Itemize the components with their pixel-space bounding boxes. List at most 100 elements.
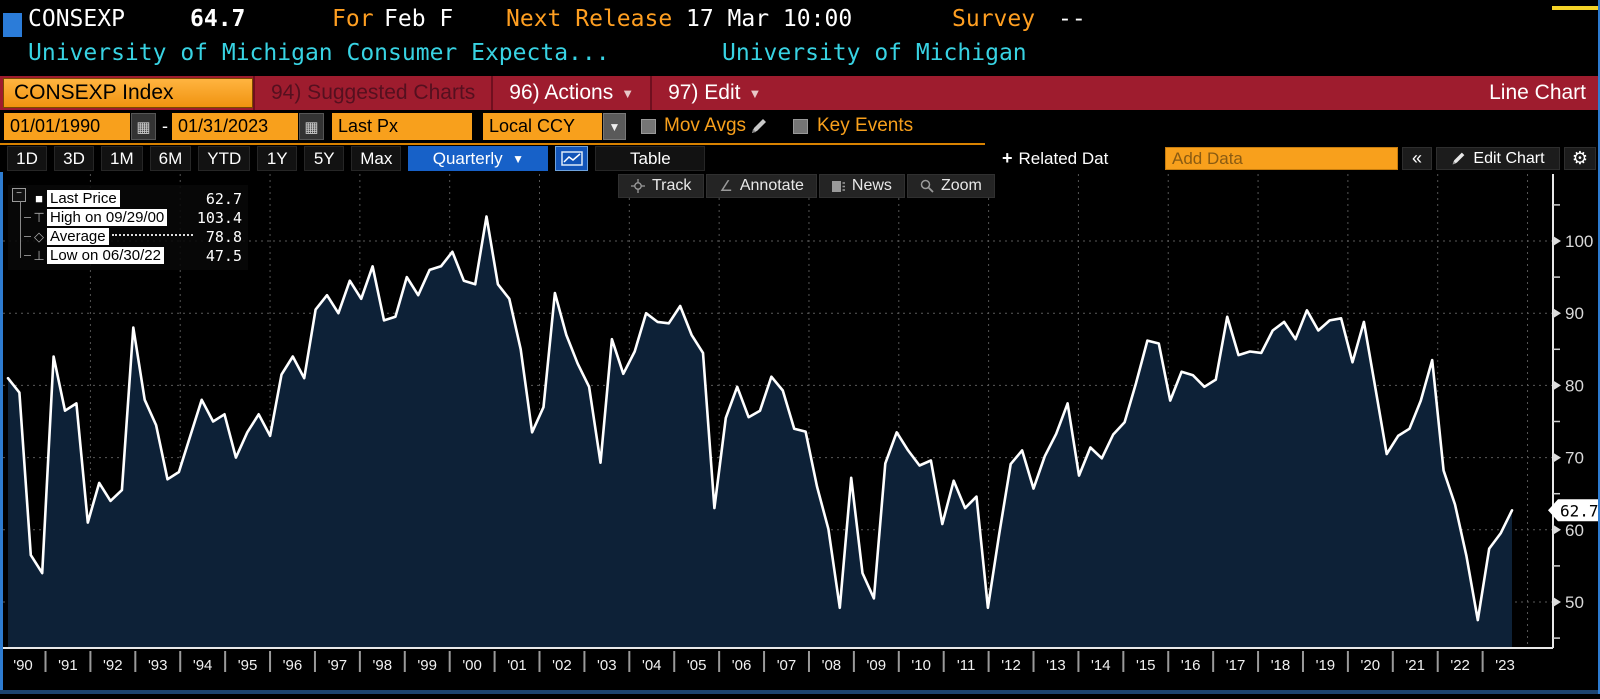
chart-legend[interactable]: − ■ Last Price 62.7 ⊤ High on 09/29/00 103.4 ◇… xyxy=(8,185,248,270)
x-axis-label: '92 xyxy=(103,657,123,674)
period-tabs: 1D 3D 1M 6M YTD 1Y 5Y Max Quarterly ▼ Table xyxy=(0,146,706,171)
average-marker-icon: ◇ xyxy=(34,228,44,244)
line-chart-icon xyxy=(561,151,583,166)
area-fill xyxy=(8,216,1512,648)
x-axis-label: '19 xyxy=(1316,657,1336,674)
actions-label: 96) Actions xyxy=(509,81,614,104)
end-date-input[interactable] xyxy=(172,113,298,140)
annotate-label: Annotate xyxy=(739,177,804,194)
security-field[interactable]: CONSEXP Index xyxy=(3,78,253,108)
x-axis-label: '90 xyxy=(13,657,33,674)
x-axis-label: '99 xyxy=(417,657,437,674)
calendar-icon[interactable]: ▦ xyxy=(131,113,156,140)
key-events-checkbox[interactable] xyxy=(793,119,808,134)
chart-toolbar-row: 1D 3D 1M 6M YTD 1Y 5Y Max Quarterly ▼ Table + Rela… xyxy=(0,145,1600,172)
y-axis-label: 50 xyxy=(1565,593,1584,612)
period-tab-6m[interactable]: 6M xyxy=(149,146,192,171)
price-line[interactable] xyxy=(6,215,1514,622)
window-right-border xyxy=(1598,0,1600,694)
chart-tools: Track ∠ Annotate News Zoom xyxy=(618,174,995,198)
plot-left-border xyxy=(0,172,3,690)
x-axis-label: '22 xyxy=(1450,657,1470,674)
for-value: Feb F xyxy=(384,6,454,32)
x-axis-label: '94 xyxy=(193,657,213,674)
news-label: News xyxy=(851,177,892,194)
period-tab-5y[interactable]: 5Y xyxy=(304,146,345,171)
period-tab-3d[interactable]: 3D xyxy=(54,146,94,171)
pencil-icon[interactable] xyxy=(750,117,768,135)
date-range-dash: - xyxy=(162,116,168,136)
legend-value: 62.7 xyxy=(205,189,242,208)
table-button[interactable]: Table xyxy=(595,146,706,171)
zoom-label: Zoom xyxy=(940,177,982,194)
y-axis-label: 80 xyxy=(1565,376,1584,395)
suggested-charts-menu[interactable]: 94) Suggested Charts xyxy=(253,76,491,110)
x-axis-label: '08 xyxy=(822,657,842,674)
x-axis-label: '17 xyxy=(1226,657,1246,674)
y-axis-label: 60 xyxy=(1565,521,1584,540)
collapse-button[interactable]: « xyxy=(1402,147,1432,170)
x-axis-label: '03 xyxy=(597,657,617,674)
x-axis-label: '16 xyxy=(1181,657,1201,674)
x-axis-label: '18 xyxy=(1271,657,1291,674)
y-axis-label: 70 xyxy=(1565,449,1584,468)
currency-input[interactable] xyxy=(483,113,602,140)
security-color-square xyxy=(3,13,22,37)
legend-item-high[interactable]: ⊤ High on 09/29/00 103.4 xyxy=(12,208,242,227)
y-tick-arrow xyxy=(1553,308,1561,319)
security-source: University of Michigan xyxy=(722,40,1027,66)
related-data-label: Related Dat xyxy=(1018,149,1109,168)
chart-area[interactable]: 50 60 70 80 90 100 '90 '91 '92 '93 '94 '95 '96 '97 '98… xyxy=(0,172,1600,694)
legend-item-average[interactable]: ◇ Average 78.8 xyxy=(12,227,242,246)
related-data-button[interactable]: + Related Dat xyxy=(1002,148,1108,169)
mov-avgs-checkbox[interactable] xyxy=(641,119,656,134)
period-tab-ytd[interactable]: YTD xyxy=(198,146,251,171)
period-tab-1d[interactable]: 1D xyxy=(7,146,47,171)
actions-menu[interactable]: 96) Actions ▼ xyxy=(491,76,650,110)
period-tab-max[interactable]: Max xyxy=(351,146,402,171)
price-chart[interactable]: 50 60 70 80 90 100 '90 '91 '92 '93 '94 '95 '96 '97 '98… xyxy=(0,172,1600,694)
chart-type-label: Line Chart xyxy=(1489,81,1586,104)
add-data-input[interactable] xyxy=(1165,147,1398,170)
annotate-button[interactable]: ∠ Annotate xyxy=(706,174,817,198)
zoom-button[interactable]: Zoom xyxy=(906,174,995,198)
x-axis-label: '09 xyxy=(867,657,887,674)
y-tick-arrow xyxy=(1553,524,1561,535)
x-axis-label: '23 xyxy=(1495,657,1515,674)
legend-tree-line xyxy=(20,201,21,258)
period-tab-1y[interactable]: 1Y xyxy=(257,146,298,171)
edit-menu[interactable]: 97) Edit ▼ xyxy=(650,76,777,110)
period-tab-1m[interactable]: 1M xyxy=(101,146,143,171)
key-events-label: Key Events xyxy=(817,115,914,136)
legend-leader xyxy=(111,233,193,236)
edit-label: 97) Edit xyxy=(668,81,741,104)
last-price-badge xyxy=(1548,499,1600,522)
news-icon xyxy=(831,180,845,193)
currency-dropdown-arrow[interactable]: ▼ xyxy=(603,113,626,140)
security-description: University of Michigan Consumer Expecta.… xyxy=(28,40,610,66)
chart-controls-row: ▦ - ▦ ▼ Mov Avgs Key Events xyxy=(0,110,1600,145)
legend-item-low[interactable]: ⊥ Low on 06/30/22 47.5 xyxy=(12,246,242,265)
legend-collapse-icon[interactable]: − xyxy=(12,188,26,202)
security-header: CONSEXP 64.7 For Feb F Next Release 17 M… xyxy=(0,6,1600,38)
zoom-icon xyxy=(920,179,934,193)
security-description-row: University of Michigan Consumer Expecta.… xyxy=(0,40,1600,72)
track-button[interactable]: Track xyxy=(618,174,705,198)
start-date-input[interactable] xyxy=(4,113,130,140)
legend-label: Last Price xyxy=(47,190,120,207)
legend-value: 103.4 xyxy=(196,208,242,227)
calendar-icon[interactable]: ▦ xyxy=(299,113,324,140)
news-button[interactable]: News xyxy=(818,174,905,198)
y-tick-arrow xyxy=(1553,380,1561,391)
amber-divider xyxy=(0,143,985,145)
frequency-dropdown[interactable]: Quarterly ▼ xyxy=(408,146,549,171)
high-marker-icon: ⊤ xyxy=(33,209,45,225)
survey-label: Survey xyxy=(952,6,1036,32)
legend-item-last-price[interactable]: ■ Last Price 62.7 xyxy=(12,189,242,208)
line-chart-icon-button[interactable] xyxy=(555,146,589,171)
price-field-input[interactable] xyxy=(332,113,472,140)
edit-chart-button[interactable]: Edit Chart xyxy=(1436,147,1560,170)
y-tick-arrow xyxy=(1553,236,1561,246)
gear-icon[interactable]: ⚙ xyxy=(1564,147,1596,170)
ticker: CONSEXP xyxy=(28,6,125,32)
